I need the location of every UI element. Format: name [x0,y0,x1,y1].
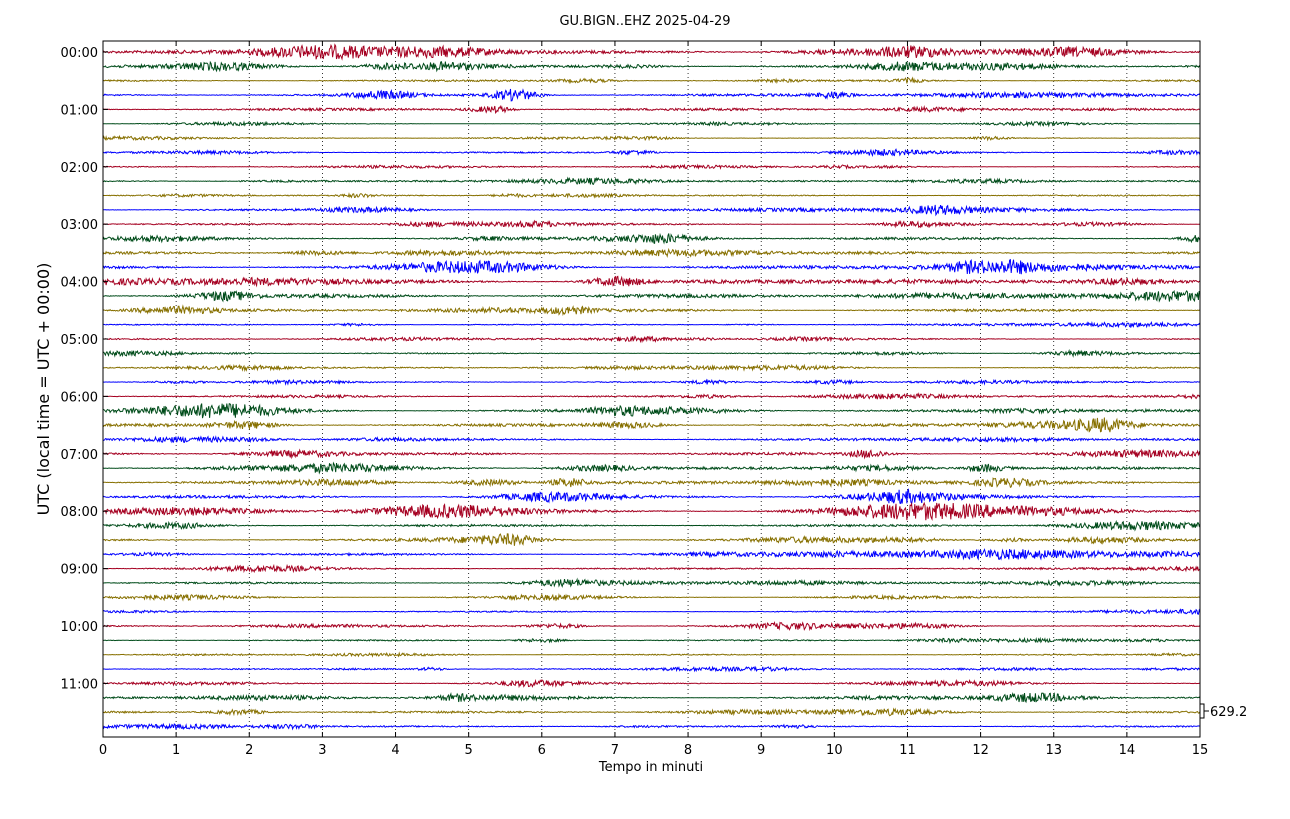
x-tick-label: 5 [465,743,473,758]
x-tick-label: 0 [99,743,107,758]
y-tick-label: 03:00 [61,218,98,233]
scale-bar-box [1199,703,1205,719]
plot-frame [102,40,1201,738]
trace-line [102,707,1201,717]
trace-line [102,519,1201,532]
trace-line [102,435,1201,444]
x-tick-label: 2 [245,743,253,758]
trace-line [102,448,1201,460]
trace-line [102,722,1201,731]
x-tick-label: 1 [172,743,180,758]
chart-title: GU.BIGN..EHZ 2025-04-29 [559,14,730,29]
y-tick-label: 06:00 [61,390,98,405]
x-axis-ticks: 0 1 2 3 4 5 6 7 8 9 10 11 12 13 14 15 [99,41,1208,758]
x-tick-label: 12 [972,743,989,758]
trace-line [102,60,1201,73]
trace-line [103,577,1201,588]
trace-line [102,533,1201,546]
trace-line [102,392,1201,401]
trace-line [102,417,1201,433]
trace-line [102,488,1201,506]
trace-line [102,43,1201,61]
trace-line [102,403,1201,419]
trace-line [102,275,1201,288]
trace-line [102,335,1200,344]
trace-line [102,148,1201,158]
trace-line [102,204,1201,217]
trace-line [102,258,1201,275]
x-tick-label: 13 [1045,743,1062,758]
trace-line [102,76,1201,84]
trace-line [102,461,1200,475]
trace-line [102,304,1201,317]
trace-line [103,348,1201,358]
trace-line [102,592,1201,602]
trace-line [102,651,1201,658]
x-tick-label: 3 [318,743,326,758]
seismic-traces [102,43,1201,731]
x-axis-label: Tempo in minuti [598,760,703,775]
trace-line [102,608,1201,615]
trace-line [103,563,1201,574]
y-tick-label: 11:00 [61,677,98,692]
scale-label: 629.2 [1210,705,1247,720]
trace-line [102,501,1201,522]
x-tick-label: 6 [538,743,546,758]
y-tick-label: 04:00 [61,276,98,291]
trace-line [102,163,1201,170]
x-tick-label: 11 [899,743,916,758]
y-tick-label: 07:00 [61,448,98,463]
trace-line [102,120,1201,128]
trace-line [102,105,1201,114]
trace-line [102,620,1201,632]
trace-line [102,232,1201,245]
trace-line [103,665,1201,673]
trace-line [102,88,1201,102]
y-tick-label: 00:00 [61,46,98,61]
y-tick-label: 01:00 [61,103,98,118]
x-tick-label: 14 [1119,743,1136,758]
trace-line [103,219,1201,229]
trace-line [102,636,1201,645]
y-tick-label: 10:00 [61,620,98,635]
trace-line [102,378,1201,386]
trace-line [102,176,1201,185]
scale-bar: 629.2 [1199,703,1247,720]
x-tick-label: 7 [611,743,619,758]
trace-line [102,134,1201,142]
trace-line [102,247,1201,258]
trace-line [102,363,1201,373]
y-tick-label: 02:00 [61,161,98,176]
y-tick-label: 08:00 [61,505,98,520]
y-tick-label: 05:00 [61,333,98,348]
trace-line [102,192,1201,199]
trace-line [102,320,1201,329]
x-tick-label: 10 [826,743,843,758]
x-tick-label: 8 [684,743,692,758]
trace-line [102,289,1201,303]
trace-line [102,678,1200,689]
y-tick-label: 09:00 [61,563,98,578]
y-axis-label: UTC (local time = UTC + 00:00) [34,263,53,516]
grid-lines [175,41,1128,737]
y-axis-ticks: 00:00 01:00 02:00 03:00 04:00 05:00 06:00 07:00… [61,46,108,692]
trace-line [102,477,1201,489]
x-tick-label: 15 [1192,743,1209,758]
x-tick-label: 9 [757,743,765,758]
trace-line [102,548,1200,561]
trace-line [102,691,1201,704]
x-tick-label: 4 [391,743,399,758]
